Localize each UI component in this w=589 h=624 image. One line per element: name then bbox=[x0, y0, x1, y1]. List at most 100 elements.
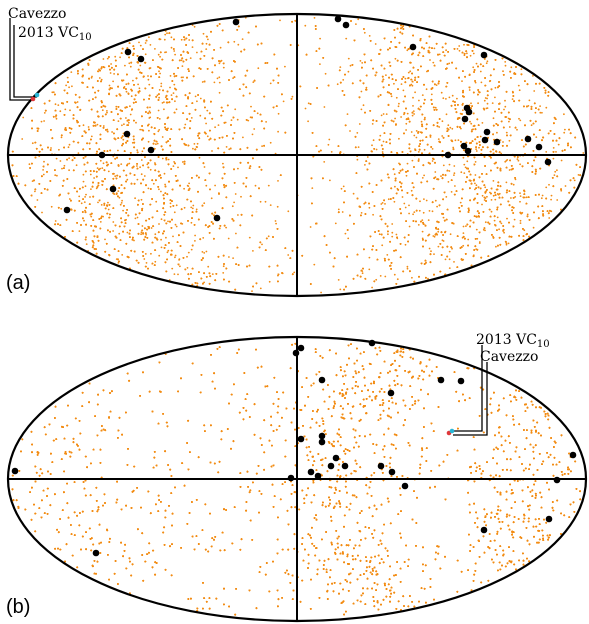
background-point bbox=[418, 151, 420, 153]
background-point bbox=[255, 185, 257, 187]
background-point bbox=[174, 256, 176, 258]
background-point bbox=[270, 142, 272, 144]
background-point bbox=[67, 77, 69, 79]
background-point bbox=[191, 117, 193, 119]
background-point bbox=[429, 59, 431, 61]
background-point bbox=[394, 173, 396, 175]
background-point bbox=[414, 91, 416, 93]
background-point bbox=[173, 84, 175, 86]
background-point bbox=[100, 160, 102, 162]
background-point bbox=[170, 75, 172, 77]
background-point bbox=[214, 185, 216, 187]
background-point bbox=[451, 191, 453, 193]
background-point bbox=[191, 249, 193, 251]
background-point bbox=[379, 135, 381, 137]
background-point bbox=[32, 142, 34, 144]
background-point bbox=[474, 183, 476, 185]
background-point bbox=[163, 108, 165, 110]
background-point bbox=[228, 256, 230, 258]
background-point bbox=[141, 199, 143, 201]
background-point bbox=[106, 112, 108, 114]
background-point bbox=[192, 208, 194, 210]
background-point bbox=[101, 79, 103, 81]
background-point bbox=[342, 211, 344, 213]
background-point bbox=[54, 174, 56, 176]
background-point bbox=[68, 169, 70, 171]
background-point bbox=[171, 268, 173, 270]
background-point bbox=[304, 25, 306, 27]
background-point bbox=[260, 201, 262, 203]
background-point bbox=[91, 136, 93, 138]
background-point bbox=[57, 104, 59, 106]
background-point bbox=[270, 83, 272, 85]
background-point bbox=[394, 118, 396, 120]
background-point bbox=[195, 96, 197, 98]
background-point bbox=[268, 185, 270, 187]
background-point bbox=[90, 174, 92, 176]
background-point bbox=[228, 238, 230, 240]
background-point bbox=[184, 207, 186, 209]
background-point bbox=[451, 128, 453, 130]
background-point bbox=[438, 126, 440, 128]
background-point bbox=[447, 124, 449, 126]
background-point bbox=[265, 201, 267, 203]
background-point bbox=[457, 48, 459, 50]
background-point bbox=[469, 89, 471, 91]
background-point bbox=[426, 200, 428, 202]
background-point bbox=[108, 171, 110, 173]
background-point bbox=[371, 287, 373, 289]
background-point bbox=[121, 254, 123, 256]
background-point bbox=[205, 48, 207, 50]
background-point bbox=[100, 221, 102, 223]
background-point bbox=[325, 73, 327, 75]
background-point bbox=[155, 201, 157, 203]
background-point bbox=[381, 244, 383, 246]
background-point bbox=[465, 225, 467, 227]
background-point bbox=[424, 149, 426, 151]
background-point bbox=[90, 216, 92, 218]
background-point bbox=[154, 48, 156, 50]
background-point bbox=[242, 38, 244, 40]
background-point bbox=[391, 95, 393, 97]
background-point bbox=[380, 203, 382, 205]
background-point bbox=[307, 120, 309, 122]
background-point bbox=[443, 217, 445, 219]
background-point bbox=[177, 167, 179, 169]
background-point bbox=[405, 207, 407, 209]
background-point bbox=[385, 74, 387, 76]
background-point bbox=[278, 113, 280, 115]
background-point bbox=[347, 113, 349, 115]
background-point bbox=[149, 112, 151, 114]
background-point bbox=[128, 122, 130, 124]
background-point bbox=[422, 231, 424, 233]
background-point bbox=[395, 58, 397, 60]
background-point bbox=[125, 117, 127, 119]
background-point bbox=[460, 171, 462, 173]
background-point bbox=[252, 81, 254, 83]
background-point bbox=[85, 194, 87, 196]
background-point bbox=[293, 272, 295, 274]
background-point bbox=[418, 100, 420, 102]
background-point bbox=[101, 167, 103, 169]
background-point bbox=[508, 121, 510, 123]
background-point bbox=[181, 39, 183, 41]
background-point bbox=[140, 45, 142, 47]
background-point bbox=[135, 122, 137, 124]
background-point bbox=[406, 175, 408, 177]
background-point bbox=[191, 222, 193, 224]
background-point bbox=[121, 124, 123, 126]
background-point bbox=[139, 129, 141, 131]
background-point bbox=[103, 58, 105, 60]
background-point bbox=[520, 195, 522, 197]
background-point bbox=[484, 100, 486, 102]
background-point bbox=[520, 220, 522, 222]
background-point bbox=[113, 73, 115, 75]
background-point bbox=[165, 51, 167, 53]
background-point bbox=[207, 266, 209, 268]
background-point bbox=[458, 139, 460, 141]
background-point bbox=[416, 130, 418, 132]
background-point bbox=[347, 238, 349, 240]
background-point bbox=[150, 44, 152, 46]
background-point bbox=[441, 92, 443, 94]
background-point bbox=[481, 82, 483, 84]
